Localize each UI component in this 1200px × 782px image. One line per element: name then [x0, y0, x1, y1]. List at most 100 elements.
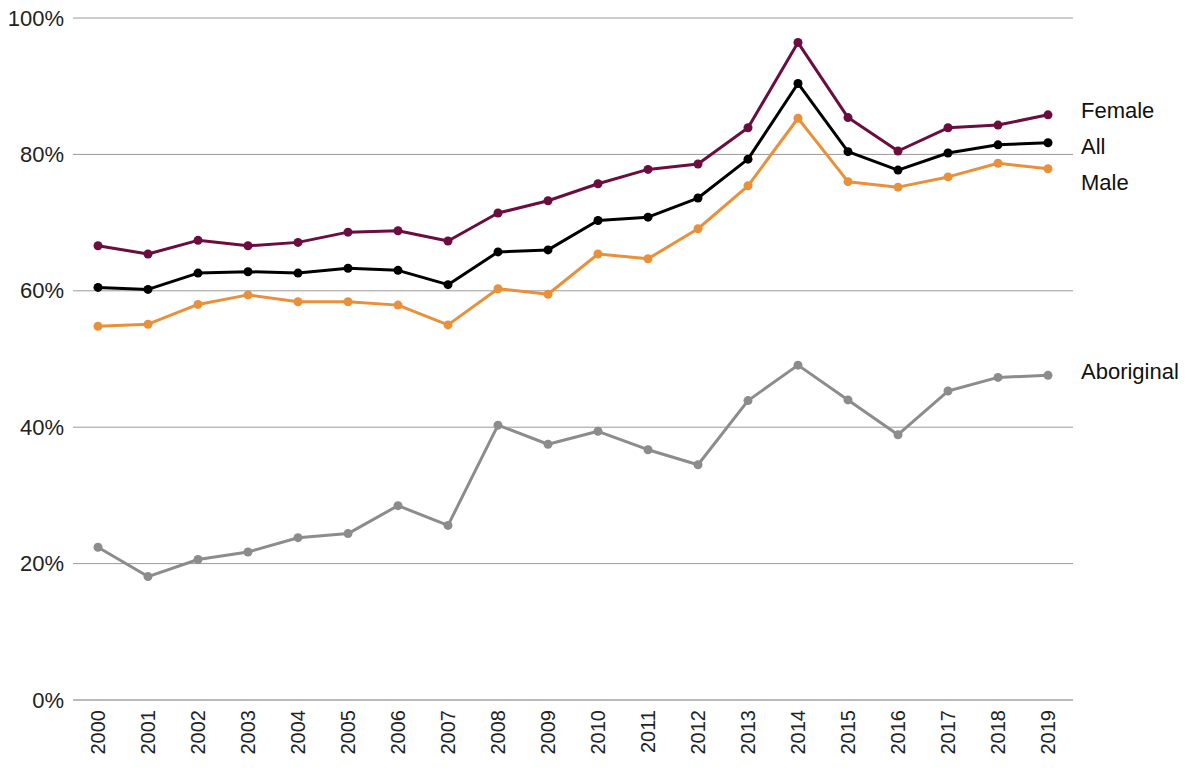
- series-marker: [644, 254, 653, 263]
- series-line: [98, 365, 1048, 576]
- x-tick-label: 2015: [837, 710, 859, 755]
- series-marker: [794, 38, 803, 47]
- series-marker: [394, 226, 403, 235]
- series-marker: [694, 224, 703, 233]
- y-tick-label: 20%: [20, 551, 64, 576]
- series-marker: [94, 241, 103, 250]
- y-tick-label: 100%: [8, 6, 64, 31]
- x-tick-label: 2007: [437, 710, 459, 755]
- series-marker: [994, 121, 1003, 130]
- series-marker: [144, 320, 153, 329]
- y-tick-label: 80%: [20, 142, 64, 167]
- series-marker: [344, 228, 353, 237]
- series-marker: [544, 245, 553, 254]
- x-tick-label: 2014: [787, 710, 809, 755]
- x-tick-label: 2011: [637, 710, 659, 753]
- series-marker: [744, 181, 753, 190]
- series-marker: [394, 266, 403, 275]
- series-marker: [894, 430, 903, 439]
- x-tick-label: 2003: [237, 710, 259, 755]
- series-marker: [994, 140, 1003, 149]
- series-marker: [744, 155, 753, 164]
- series-label: Male: [1081, 170, 1129, 195]
- y-tick-label: 60%: [20, 278, 64, 303]
- series-marker: [344, 297, 353, 306]
- grid-line: [73, 154, 1073, 155]
- series-marker: [444, 237, 453, 246]
- grid-line: [73, 18, 1073, 19]
- plot-area: [94, 38, 1053, 581]
- series-marker: [244, 267, 253, 276]
- series-marker: [694, 159, 703, 168]
- series-marker: [1044, 164, 1053, 173]
- series-marker: [794, 79, 803, 88]
- y-tick-label: 40%: [20, 415, 64, 440]
- grid-line: [73, 427, 1073, 428]
- series-marker: [294, 238, 303, 247]
- series-marker: [594, 427, 603, 436]
- x-tick-label: 2001: [137, 710, 159, 755]
- series-marker: [594, 249, 603, 258]
- series-marker: [844, 147, 853, 156]
- series-marker: [344, 264, 353, 273]
- series-marker: [94, 322, 103, 331]
- series-marker: [544, 196, 553, 205]
- series-marker: [944, 172, 953, 181]
- series-marker: [744, 123, 753, 132]
- x-tick-label: 2013: [737, 710, 759, 755]
- x-tick-label: 2006: [387, 710, 409, 755]
- series-marker: [244, 548, 253, 557]
- x-tick-label: 2017: [937, 710, 959, 755]
- grid-line: [73, 290, 1073, 291]
- series-marker: [694, 194, 703, 203]
- x-tick-label: 2018: [987, 710, 1009, 755]
- x-tick-label: 2012: [687, 710, 709, 755]
- series-line: [98, 118, 1048, 326]
- series-marker: [594, 179, 603, 188]
- series-marker: [894, 166, 903, 175]
- grid-line: [73, 563, 1073, 564]
- series-marker: [1044, 371, 1053, 380]
- series-marker: [994, 373, 1003, 382]
- series-marker: [894, 146, 903, 155]
- x-tick-label: 2005: [337, 710, 359, 755]
- series-marker: [844, 113, 853, 122]
- series-marker: [744, 396, 753, 405]
- series-marker: [1044, 110, 1053, 119]
- series-label: All: [1081, 134, 1105, 159]
- series-marker: [994, 159, 1003, 168]
- series-marker: [544, 290, 553, 299]
- series-marker: [544, 440, 553, 449]
- series-marker: [194, 269, 203, 278]
- x-tick-label: 2019: [1037, 710, 1059, 755]
- series-marker: [144, 249, 153, 258]
- series-label: Female: [1081, 98, 1154, 123]
- series-marker: [194, 555, 203, 564]
- series-label: Aboriginal: [1081, 359, 1179, 384]
- series-marker: [244, 241, 253, 250]
- series-marker: [944, 149, 953, 158]
- x-tick-label: 2010: [587, 710, 609, 755]
- series-marker: [94, 283, 103, 292]
- series-marker: [594, 216, 603, 225]
- series-marker: [344, 529, 353, 538]
- series-line: [98, 43, 1048, 254]
- x-tick-label: 2004: [287, 710, 309, 755]
- series-marker: [144, 572, 153, 581]
- series-marker: [644, 445, 653, 454]
- series-marker: [794, 114, 803, 123]
- series-marker: [394, 501, 403, 510]
- chart: 0%20%40%60%80%100%2000200120022003200420…: [0, 0, 1200, 782]
- series-marker: [894, 183, 903, 192]
- x-tick-label: 2002: [187, 710, 209, 755]
- series-marker: [494, 421, 503, 430]
- grid: [73, 18, 1073, 700]
- series-marker: [444, 280, 453, 289]
- series-marker: [494, 284, 503, 293]
- series-marker: [494, 247, 503, 256]
- x-tick-label: 2016: [887, 710, 909, 755]
- series-marker: [294, 533, 303, 542]
- series-marker: [144, 285, 153, 294]
- series-marker: [394, 301, 403, 310]
- series-marker: [794, 361, 803, 370]
